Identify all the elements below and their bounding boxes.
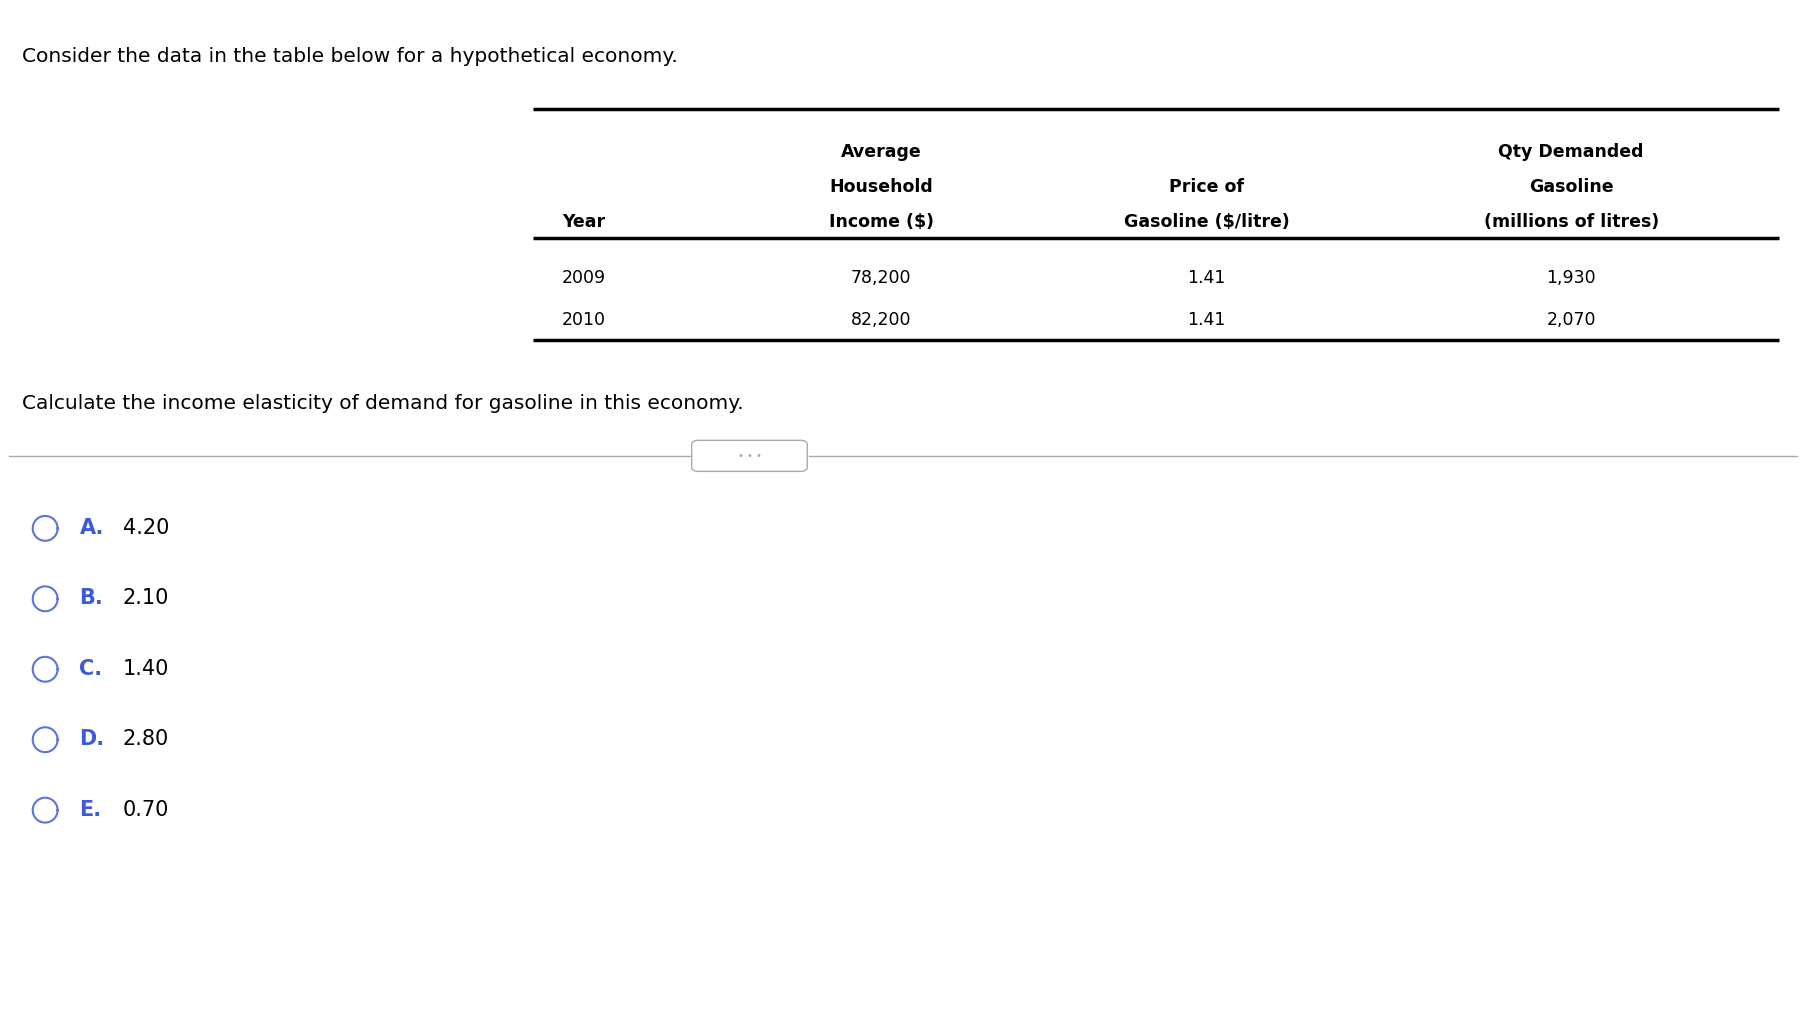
Text: 82,200: 82,200	[850, 311, 912, 328]
Text: Price of: Price of	[1168, 178, 1244, 196]
FancyBboxPatch shape	[691, 440, 807, 471]
Text: Consider the data in the table below for a hypothetical economy.: Consider the data in the table below for…	[22, 47, 677, 65]
Text: 2010: 2010	[561, 311, 605, 328]
Text: A.: A.	[79, 518, 103, 538]
Text: 78,200: 78,200	[850, 269, 912, 287]
Text: 2.10: 2.10	[123, 588, 170, 608]
Text: 4.20: 4.20	[123, 518, 170, 538]
Text: (millions of litres): (millions of litres)	[1482, 213, 1659, 231]
Text: Average: Average	[841, 143, 921, 161]
Text: 2,070: 2,070	[1545, 311, 1596, 328]
Text: C.: C.	[79, 659, 103, 679]
Text: • • •: • • •	[736, 451, 762, 461]
Text: E.: E.	[79, 800, 101, 819]
Text: 1,930: 1,930	[1545, 269, 1596, 287]
Text: Gasoline: Gasoline	[1529, 178, 1612, 196]
Text: Gasoline ($/litre): Gasoline ($/litre)	[1123, 213, 1289, 231]
Text: Calculate the income elasticity of demand for gasoline in this economy.: Calculate the income elasticity of deman…	[22, 394, 744, 412]
Text: Year: Year	[561, 213, 605, 231]
Text: 1.41: 1.41	[1186, 269, 1226, 287]
Text: B.: B.	[79, 588, 103, 608]
Text: Household: Household	[828, 178, 933, 196]
Text: 0.70: 0.70	[123, 800, 170, 819]
Text: 1.41: 1.41	[1186, 311, 1226, 328]
Text: 1.40: 1.40	[123, 659, 170, 679]
Text: Income ($): Income ($)	[828, 213, 933, 231]
Text: 2.80: 2.80	[123, 729, 170, 749]
Text: Qty Demanded: Qty Demanded	[1498, 143, 1643, 161]
Text: D.: D.	[79, 729, 105, 749]
Text: 2009: 2009	[561, 269, 605, 287]
